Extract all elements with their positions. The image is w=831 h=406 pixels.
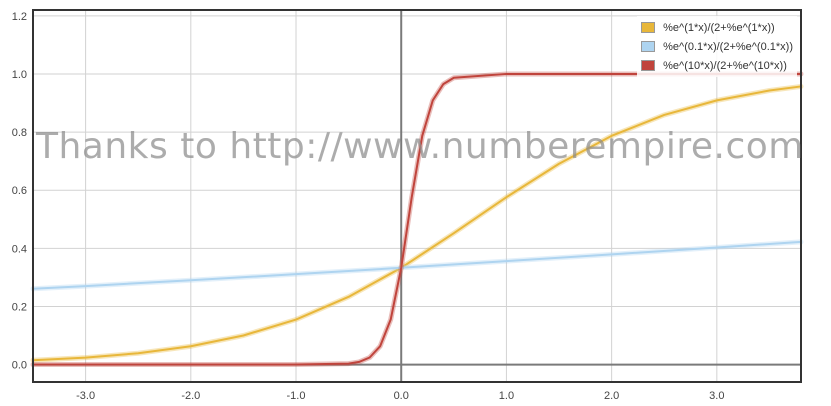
legend-item-3: %e^(10*x)/(2+%e^(10*x)) (641, 56, 793, 75)
tick-labels: -3.0 -2.0 -1.0 0.0 1.0 2.0 3.0 0.0 0.2 0.4 0.6 0.8 1… (12, 11, 725, 402)
legend-swatch-1 (641, 22, 656, 33)
legend-item-1: %e^(1*x)/(2+%e^(1*x)) (641, 18, 793, 37)
legend-label-1: %e^(1*x)/(2+%e^(1*x)) (663, 21, 775, 34)
x-tick-label: -2.0 (181, 390, 200, 402)
plot-frame (32, 9, 802, 383)
y-tick-label: 0.4 (12, 243, 27, 255)
y-tick-label: 0.8 (12, 127, 27, 139)
legend-item-2: %e^(0.1*x)/(2+%e^(0.1*x)) (641, 37, 793, 56)
x-tick-label: -1.0 (287, 390, 306, 402)
x-tick-label: 2.0 (604, 390, 619, 402)
legend: %e^(1*x)/(2+%e^(1*x)) %e^(0.1*x)/(2+%e^(… (637, 16, 797, 77)
series-lines (30, 71, 804, 368)
x-tick-label: 3.0 (709, 390, 724, 402)
series-line-glow-1 (30, 83, 804, 363)
x-tick-label: -3.0 (76, 390, 95, 402)
series-line-3 (32, 72, 802, 366)
legend-label-2: %e^(0.1*x)/(2+%e^(0.1*x)) (663, 40, 793, 53)
y-tick-label: 0.6 (12, 185, 27, 197)
y-tick-label: 1.2 (12, 11, 27, 23)
x-tick-label: 1.0 (499, 390, 514, 402)
y-tick-label: 0.2 (12, 301, 27, 313)
legend-swatch-3 (641, 60, 656, 71)
x-tick-label: 0.0 (394, 390, 409, 402)
y-tick-label: 1.0 (12, 69, 27, 81)
series-line-glow-3 (30, 71, 804, 368)
y-tick-label: 0.0 (12, 360, 27, 372)
legend-label-3: %e^(10*x)/(2+%e^(10*x)) (663, 59, 787, 72)
series-line-1 (32, 85, 802, 362)
legend-swatch-2 (641, 41, 656, 52)
